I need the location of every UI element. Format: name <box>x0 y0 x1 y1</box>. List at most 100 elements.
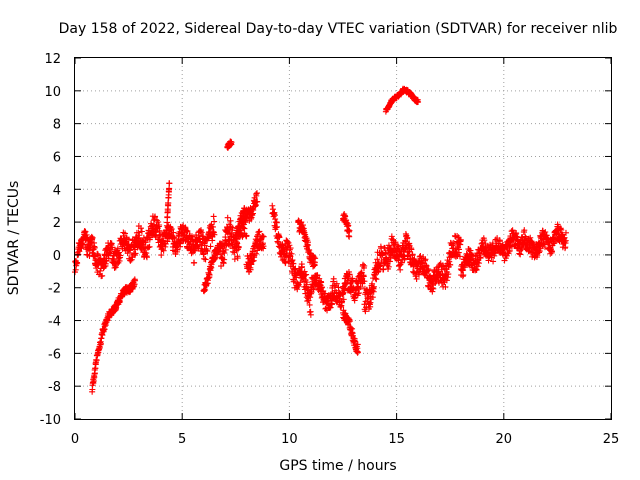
data-point <box>287 253 294 260</box>
data-point <box>135 229 142 236</box>
data-points <box>72 85 569 395</box>
data-point <box>388 233 395 240</box>
y-tick-label: 12 <box>44 52 61 67</box>
data-point <box>369 294 376 301</box>
data-point <box>78 245 85 252</box>
data-point <box>282 259 289 266</box>
data-point <box>559 231 566 238</box>
data-point <box>319 284 326 291</box>
data-point <box>76 248 83 255</box>
data-point <box>312 255 319 262</box>
data-point <box>516 250 523 257</box>
data-point <box>235 244 242 251</box>
data-point <box>438 266 445 273</box>
data-point <box>168 226 175 233</box>
data-point <box>221 250 228 257</box>
data-point <box>314 272 321 279</box>
data-point <box>207 243 214 250</box>
data-point <box>456 253 463 260</box>
data-point <box>211 255 218 262</box>
data-point <box>335 284 342 291</box>
data-point <box>260 243 267 250</box>
data-point <box>395 243 402 250</box>
chart-title: Day 158 of 2022, Sidereal Day-to-day VTE… <box>59 21 618 37</box>
data-point <box>304 239 311 246</box>
data-point <box>361 278 368 285</box>
data-point <box>477 254 484 261</box>
data-point <box>346 227 353 234</box>
data-point <box>456 246 463 253</box>
data-point <box>454 232 461 239</box>
data-point <box>473 266 480 273</box>
data-point <box>237 226 244 233</box>
data-point <box>211 218 218 225</box>
data-point <box>143 254 150 261</box>
data-point <box>247 266 254 273</box>
data-point <box>490 258 497 265</box>
data-point <box>299 263 306 270</box>
plot-frame <box>74 57 612 420</box>
data-point <box>153 228 160 235</box>
data-point <box>166 185 173 192</box>
y-tick-label: -8 <box>48 380 61 395</box>
y-tick-label: -4 <box>48 315 61 330</box>
data-point <box>243 232 250 239</box>
data-point <box>269 202 276 209</box>
data-point <box>191 259 198 266</box>
data-point <box>303 271 310 278</box>
data-point <box>217 251 224 258</box>
data-point <box>231 256 238 263</box>
data-point <box>156 227 163 234</box>
data-point <box>274 223 281 230</box>
data-point <box>253 250 260 257</box>
data-point <box>227 217 234 224</box>
data-point <box>204 248 211 255</box>
data-point <box>91 244 98 251</box>
data-point <box>137 225 144 232</box>
data-point <box>386 258 393 265</box>
data-point <box>392 239 399 246</box>
data-point <box>132 250 139 257</box>
data-point <box>253 192 260 199</box>
data-point <box>362 308 369 315</box>
data-point <box>233 236 240 243</box>
data-point <box>190 246 197 253</box>
data-point <box>164 238 171 245</box>
x-tick-label: 25 <box>603 432 620 447</box>
data-point <box>415 99 422 106</box>
data-point <box>330 275 337 282</box>
data-point <box>327 304 334 311</box>
y-tick-label: 6 <box>53 150 61 165</box>
data-point <box>218 263 225 270</box>
data-point <box>117 252 124 259</box>
data-point <box>156 221 163 228</box>
data-point <box>481 237 488 244</box>
data-point <box>116 249 123 256</box>
data-point <box>99 272 106 279</box>
data-point <box>373 276 380 283</box>
data-point <box>354 341 361 348</box>
data-point <box>89 234 96 241</box>
data-point <box>138 228 145 235</box>
data-point <box>297 279 304 286</box>
data-point <box>136 232 143 239</box>
data-point <box>259 233 266 240</box>
data-point <box>221 256 228 263</box>
data-point <box>318 279 325 286</box>
y-tick-label: 8 <box>53 118 61 133</box>
data-point <box>95 252 102 259</box>
data-point <box>374 256 381 263</box>
data-point <box>372 275 379 282</box>
data-point <box>288 250 295 257</box>
data-point <box>367 299 374 306</box>
data-point <box>423 262 430 269</box>
data-point <box>370 283 377 290</box>
data-point <box>404 234 411 241</box>
data-point <box>188 250 195 257</box>
data-point <box>460 272 467 279</box>
y-tick-label: 10 <box>44 85 61 100</box>
data-point <box>443 277 450 284</box>
data-point <box>97 340 104 347</box>
data-point <box>164 207 171 214</box>
